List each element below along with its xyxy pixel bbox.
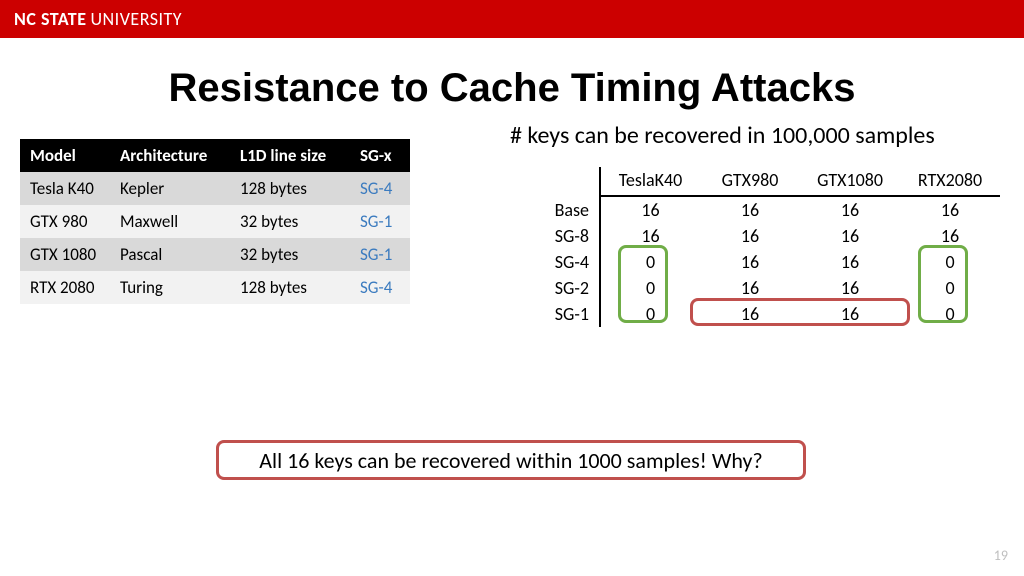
table-row: SG-1 0 16 16 0 (540, 301, 1000, 327)
brand-bold: NC STATE (14, 8, 86, 30)
table-row: SG-2 0 16 16 0 (540, 275, 1000, 301)
subtitle: # keys can be recovered in 100,000 sampl… (510, 121, 935, 150)
col-line: L1D line size (230, 139, 350, 172)
col-model: Model (20, 139, 110, 172)
col-arch: Architecture (110, 139, 230, 172)
table-row: Base 16 16 16 16 (540, 196, 1000, 223)
architecture-table: Model Architecture L1D line size SG-x Te… (20, 139, 410, 304)
col-gtx1080: GTX1080 (800, 167, 900, 196)
col-teslak40: TeslaK40 (600, 167, 700, 196)
table-row: GTX 980 Maxwell 32 bytes SG-1 (20, 205, 410, 238)
data-table-wrap: TeslaK40 GTX980 GTX1080 RTX2080 Base 16 … (540, 167, 1000, 327)
keys-recovered-table: TeslaK40 GTX980 GTX1080 RTX2080 Base 16 … (540, 167, 1000, 327)
table-row: GTX 1080 Pascal 32 bytes SG-1 (20, 238, 410, 271)
page-number: 19 (994, 547, 1008, 564)
callout-box: All 16 keys can be recovered within 1000… (216, 440, 806, 480)
col-gtx980: GTX980 (700, 167, 800, 196)
brand-light: UNIVERSITY (90, 8, 182, 30)
table-row: RTX 2080 Turing 128 bytes SG-4 (20, 271, 410, 304)
col-sg: SG-x (350, 139, 410, 172)
brand-header: NC STATE UNIVERSITY (0, 0, 1024, 38)
col-rtx2080: RTX2080 (900, 167, 1000, 196)
table-row: SG-4 0 16 16 0 (540, 249, 1000, 275)
callout-text: All 16 keys can be recovered within 1000… (259, 447, 762, 474)
table-row: Tesla K40 Kepler 128 bytes SG-4 (20, 172, 410, 205)
table-row: SG-8 16 16 16 16 (540, 223, 1000, 249)
slide-title: Resistance to Cache Timing Attacks (0, 66, 1024, 111)
